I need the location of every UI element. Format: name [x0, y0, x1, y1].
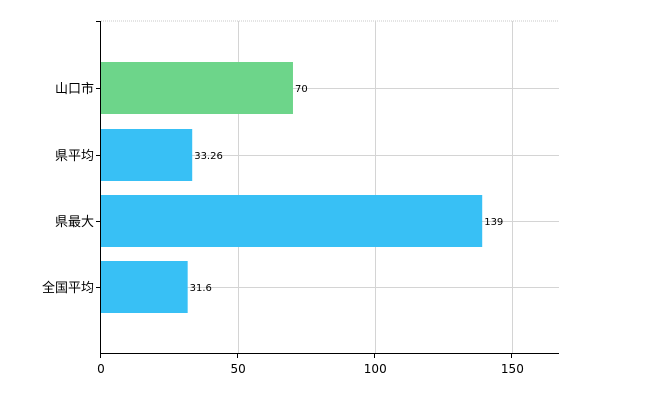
x-tick-label: 150 — [501, 362, 524, 376]
data-label: 70 — [295, 84, 308, 95]
bar — [101, 62, 293, 114]
data-label: 139 — [484, 217, 503, 228]
bar — [101, 195, 483, 247]
category-label: 全国平均 — [42, 280, 94, 296]
category-label: 県平均 — [55, 149, 94, 164]
x-tick-label: 0 — [97, 362, 105, 376]
data-label: 33.26 — [194, 151, 223, 162]
data-label: 31.6 — [190, 283, 212, 294]
category-label: 県最大 — [55, 215, 94, 230]
bar — [101, 129, 193, 181]
x-tick-label: 50 — [230, 362, 245, 376]
bar — [101, 261, 188, 313]
x-tick-label: 100 — [364, 362, 387, 376]
category-label: 山口市 — [55, 81, 94, 97]
